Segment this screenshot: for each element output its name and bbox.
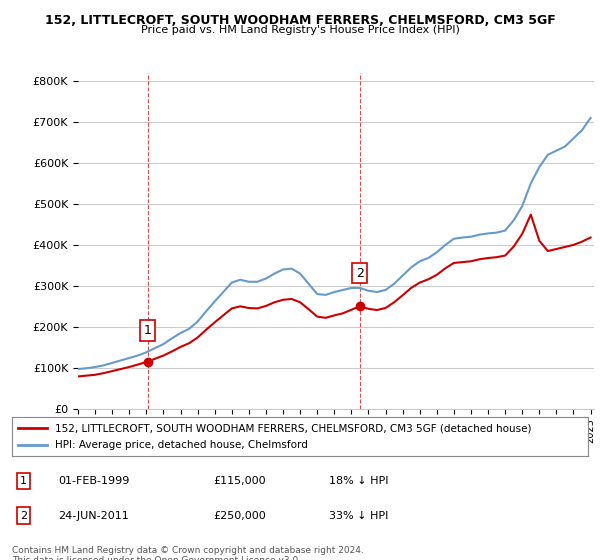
Text: 18% ↓ HPI: 18% ↓ HPI — [329, 476, 388, 486]
Text: Price paid vs. HM Land Registry's House Price Index (HPI): Price paid vs. HM Land Registry's House … — [140, 25, 460, 35]
Text: 2: 2 — [356, 267, 364, 280]
Text: 24-JUN-2011: 24-JUN-2011 — [58, 511, 129, 521]
Text: 152, LITTLECROFT, SOUTH WOODHAM FERRERS, CHELMSFORD, CM3 5GF (detached house): 152, LITTLECROFT, SOUTH WOODHAM FERRERS,… — [55, 423, 532, 433]
Text: 2: 2 — [20, 511, 27, 521]
Text: Contains HM Land Registry data © Crown copyright and database right 2024.
This d: Contains HM Land Registry data © Crown c… — [12, 546, 364, 560]
Text: £250,000: £250,000 — [214, 511, 266, 521]
Text: 1: 1 — [144, 324, 152, 337]
Text: 01-FEB-1999: 01-FEB-1999 — [58, 476, 130, 486]
Text: 1: 1 — [20, 476, 27, 486]
Text: HPI: Average price, detached house, Chelmsford: HPI: Average price, detached house, Chel… — [55, 440, 308, 450]
Text: 33% ↓ HPI: 33% ↓ HPI — [329, 511, 388, 521]
Text: 152, LITTLECROFT, SOUTH WOODHAM FERRERS, CHELMSFORD, CM3 5GF: 152, LITTLECROFT, SOUTH WOODHAM FERRERS,… — [44, 14, 556, 27]
Text: £115,000: £115,000 — [214, 476, 266, 486]
